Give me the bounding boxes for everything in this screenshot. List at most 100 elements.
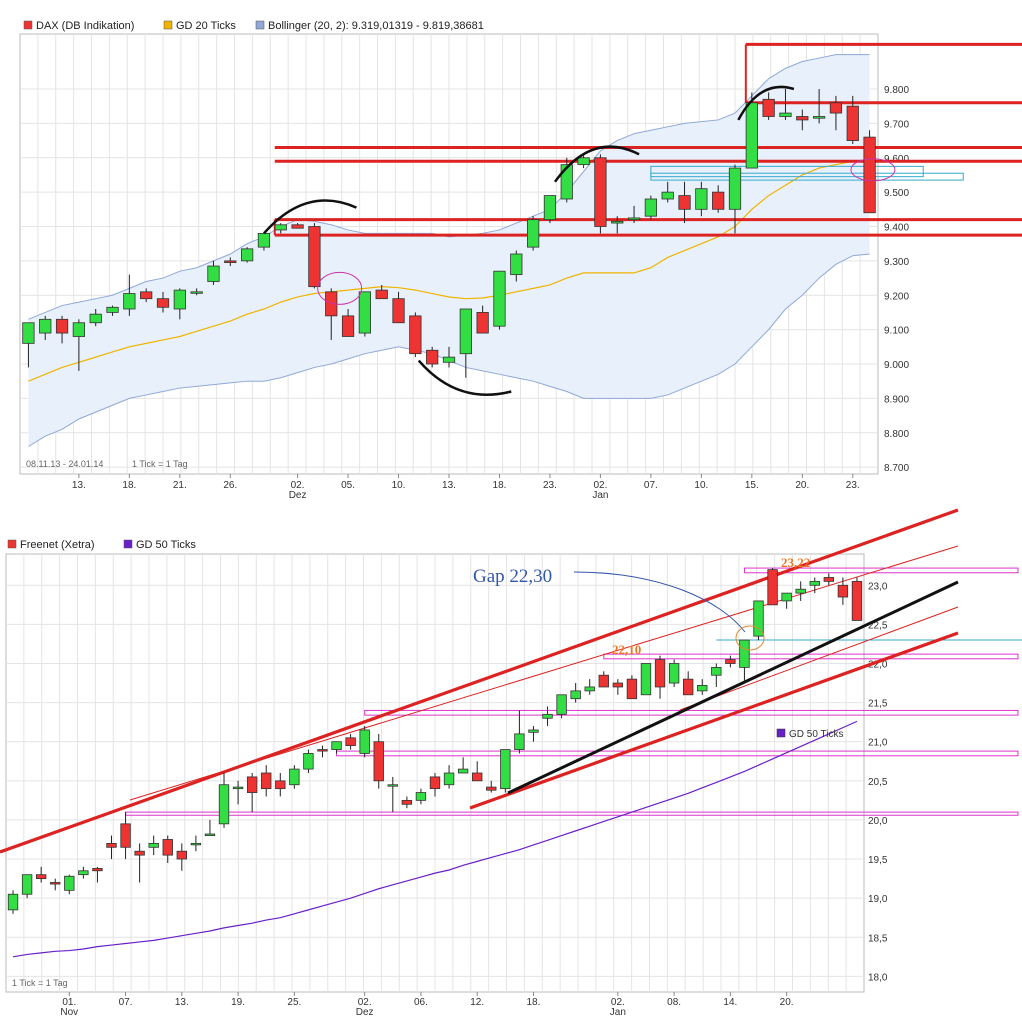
freenet-candle-body (345, 737, 356, 747)
dax-candle-body (846, 105, 859, 141)
freenet-candle (345, 733, 356, 750)
freenet-x-tick: 12. (470, 997, 484, 1008)
dax-candle (156, 291, 170, 313)
dax-top-arc (737, 85, 795, 121)
dax-candle-body (224, 260, 237, 263)
dax-candle-body (560, 164, 573, 200)
freenet-candle (64, 874, 75, 895)
freenet-candle-body (120, 823, 131, 848)
dax-y-tick: 9.200 (884, 291, 909, 302)
freenet-y-tick: 21,0 (868, 738, 888, 749)
freenet-candle-body (570, 690, 581, 700)
dax-x-tick: 13. (442, 480, 456, 491)
dax-date-range: 08.11.13 - 24.01.14 (26, 459, 103, 469)
dax-x-tick: 13. (72, 480, 86, 491)
freenet-candle-body (781, 592, 792, 602)
freenet-candle (753, 600, 764, 641)
freenet-candle-body (303, 753, 314, 770)
freenet-candle-body (50, 882, 61, 885)
freenet-channel-inner (129, 545, 959, 801)
freenet-candle (725, 655, 736, 668)
freenet-candle-body (753, 600, 764, 637)
dax-candle (510, 250, 523, 282)
dax-candle (762, 92, 775, 120)
freenet-legend-label: GD 50 Ticks (136, 539, 196, 551)
freenet-candle (500, 749, 511, 793)
dax-x-tick: 26. (223, 480, 237, 491)
freenet-candle (303, 749, 314, 773)
freenet-candle (289, 765, 300, 789)
dax-candle-body (156, 298, 170, 308)
dax-candle-body (829, 102, 843, 114)
freenet-candle-body (275, 780, 286, 790)
freenet-candle-body (457, 768, 469, 774)
freenet-y-tick: 19,5 (868, 855, 888, 866)
dax-legend-label: DAX (DB Indikation) (36, 20, 134, 32)
freenet-candle-body (500, 749, 511, 790)
dax-candle-body (577, 157, 590, 166)
dax-candle (476, 305, 489, 334)
freenet-candle (443, 765, 455, 789)
freenet-candle (851, 577, 863, 621)
freenet-upper-channel (0, 508, 959, 854)
freenet-chart: Freenet (Xetra) GD 50 Ticks 23,0 22,5 22,0 21… (0, 508, 1022, 1018)
dax-x-tick: 07. (644, 480, 658, 491)
dax-candle (39, 315, 52, 340)
dax-candle (796, 109, 809, 131)
dax-candle-body (526, 219, 540, 248)
freenet-candle-body (373, 741, 384, 782)
dax-candle-body (779, 112, 792, 117)
freenet-candle-body (415, 792, 427, 801)
dax-cyan-zone (650, 172, 964, 181)
dax-ma20-line (28, 160, 870, 382)
freenet-candle (120, 812, 131, 860)
freenet-ma50-line (12, 720, 858, 958)
dax-candle (493, 270, 506, 330)
freenet-legend-label: Freenet (Xetra) (20, 539, 95, 551)
freenet-ma-label: GD 50 Ticks (789, 729, 843, 740)
freenet-candle-body (443, 772, 455, 786)
freenet-x-tick-month: Jan (610, 1007, 626, 1018)
freenet-candle-body (851, 580, 863, 621)
freenet-candle-body (542, 713, 553, 719)
dax-top-arc (553, 145, 640, 183)
freenet-candle (823, 573, 835, 586)
dax-candle (678, 181, 691, 224)
freenet-candle (162, 835, 173, 863)
dax-candle-body (39, 318, 52, 334)
freenet-candle-body (64, 875, 75, 891)
freenet-candle (359, 726, 370, 758)
dax-candle (72, 319, 86, 371)
freenet-candle (472, 761, 483, 782)
dax-y-tick: 9.500 (884, 188, 909, 199)
dax-y-tick: 8.700 (884, 463, 909, 474)
freenet-candle (528, 726, 539, 742)
dax-candle (224, 257, 237, 267)
freenet-candle-body (289, 768, 300, 786)
dax-candle-body (207, 265, 220, 282)
freenet-candle (21, 874, 33, 899)
dax-candle (728, 164, 742, 234)
freenet-candle (176, 843, 188, 871)
dax-x-tick-month: Jan (592, 490, 608, 501)
freenet-level-zone (364, 709, 1019, 716)
freenet-candle (486, 780, 497, 793)
dax-candle (274, 223, 287, 234)
dax-candle-body (426, 349, 439, 365)
dax-candle-body (543, 195, 557, 221)
dax-candle (341, 309, 355, 337)
freenet-candle (387, 776, 398, 813)
dax-top-arc (263, 199, 357, 235)
dax-legend-label: Bollinger (20, 2): 9.319,01319 - 9.819,3… (268, 20, 484, 32)
freenet-y-tick: 20,0 (868, 816, 888, 827)
freenet-x-tick: 20. (780, 997, 794, 1008)
dax-candle-body (493, 270, 506, 327)
dax-candle-body (341, 315, 355, 337)
freenet-candle-body (176, 850, 188, 860)
freenet-candle (261, 765, 272, 797)
freenet-candle-body (809, 580, 820, 586)
dax-x-tick: 15. (745, 480, 759, 491)
freenet-candle (612, 679, 624, 695)
freenet-candle (598, 671, 609, 688)
freenet-x-tick: 13. (175, 997, 189, 1008)
